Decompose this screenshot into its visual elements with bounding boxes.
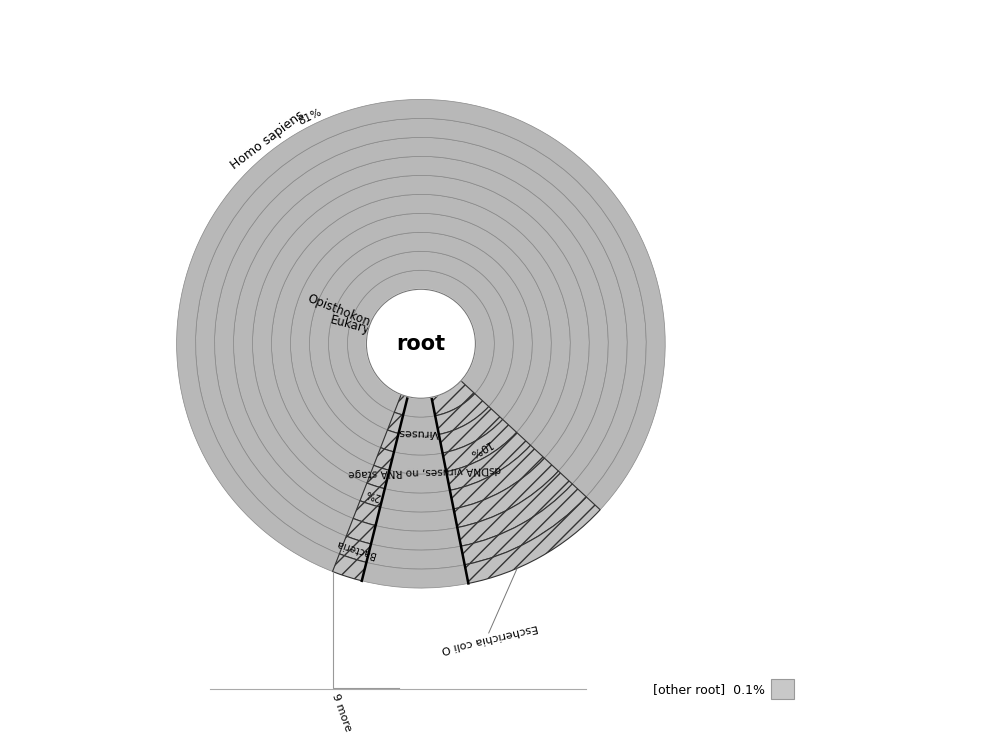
Wedge shape	[347, 270, 494, 413]
Text: 10%: 10%	[466, 438, 493, 459]
Wedge shape	[380, 489, 454, 513]
Text: 2%: 2%	[364, 487, 382, 501]
Text: 9 more: 9 more	[330, 692, 353, 733]
Wedge shape	[435, 394, 489, 434]
Wedge shape	[253, 175, 589, 501]
Wedge shape	[381, 430, 399, 452]
Text: [other root]  0.1%: [other root] 0.1%	[653, 683, 765, 696]
Wedge shape	[389, 452, 446, 474]
Wedge shape	[450, 445, 544, 509]
Wedge shape	[374, 448, 394, 470]
Wedge shape	[431, 380, 475, 416]
Text: root: root	[396, 333, 445, 354]
Wedge shape	[394, 395, 408, 415]
Text: Bacteria: Bacteria	[335, 538, 377, 560]
Wedge shape	[371, 525, 461, 550]
Text: Viruses: Viruses	[398, 427, 439, 438]
Wedge shape	[339, 536, 371, 562]
Wedge shape	[353, 501, 380, 525]
Wedge shape	[366, 544, 465, 569]
Text: Eukaryota: Eukaryota	[329, 313, 390, 341]
Wedge shape	[465, 497, 600, 583]
Wedge shape	[454, 458, 558, 527]
Text: dsDNA viruses, no RNA stage: dsDNA viruses, no RNA stage	[348, 463, 501, 478]
Text: 81%: 81%	[297, 107, 323, 126]
Bar	[771, 680, 794, 699]
Wedge shape	[367, 466, 389, 489]
Circle shape	[366, 289, 475, 398]
Wedge shape	[215, 137, 627, 536]
Wedge shape	[457, 471, 572, 546]
Wedge shape	[360, 483, 385, 507]
Wedge shape	[309, 232, 532, 448]
Wedge shape	[387, 413, 403, 433]
Wedge shape	[234, 157, 608, 518]
Wedge shape	[443, 419, 517, 471]
Wedge shape	[385, 470, 450, 493]
Wedge shape	[272, 195, 570, 483]
Wedge shape	[290, 213, 551, 466]
Wedge shape	[177, 99, 665, 571]
Wedge shape	[333, 554, 366, 581]
Wedge shape	[461, 484, 586, 565]
Wedge shape	[399, 415, 439, 436]
Wedge shape	[446, 433, 531, 490]
Wedge shape	[439, 407, 503, 453]
Wedge shape	[328, 251, 513, 430]
Text: Escherichia coli O: Escherichia coli O	[441, 621, 539, 654]
Text: Opisthokonta: Opisthokonta	[305, 292, 383, 333]
Wedge shape	[346, 518, 376, 544]
Wedge shape	[403, 397, 435, 417]
Wedge shape	[376, 507, 457, 531]
Text: Homo sapiens: Homo sapiens	[229, 109, 307, 172]
Wedge shape	[394, 433, 443, 455]
Wedge shape	[196, 119, 646, 554]
Wedge shape	[362, 562, 468, 588]
